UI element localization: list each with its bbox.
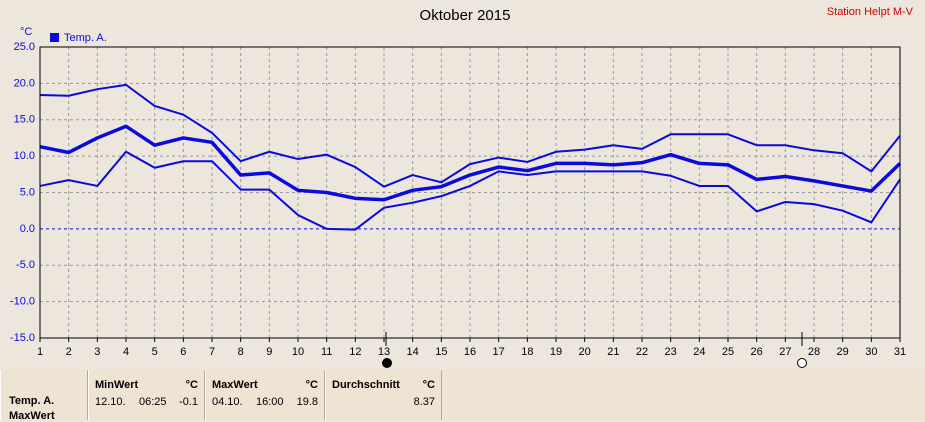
row-label: MaxWert	[9, 410, 55, 422]
x-tick-label: 9	[266, 346, 272, 358]
x-tick-label: 13	[378, 346, 390, 358]
plot-frame	[39, 46, 901, 339]
x-tick-label: 8	[238, 346, 244, 358]
stat-value: 19.8	[296, 396, 318, 408]
stat-title: MinWert	[95, 379, 139, 391]
chart: Oktober 2015 Station Helpt M-V °C Temp. …	[10, 6, 914, 368]
stat-cell: MaxWert °C 04.10. 16:00 19.8	[205, 370, 325, 420]
row-label: Temp. A.	[9, 395, 55, 407]
y-tick-label: 25.0	[14, 41, 35, 53]
x-tick-label: 19	[550, 346, 562, 358]
stat-unit: °C	[305, 379, 318, 391]
stat-value: -0.1	[179, 396, 198, 408]
y-tick-label: 5.0	[20, 186, 35, 198]
y-tick-label: -15.0	[10, 332, 35, 344]
x-tick-label: 22	[636, 346, 648, 358]
x-tick-label: 28	[808, 346, 820, 358]
x-tick-label: 18	[521, 346, 533, 358]
x-tick-label: 7	[209, 346, 215, 358]
stat-time: 16:00	[256, 396, 284, 408]
stat-date: 12.10.	[95, 396, 126, 408]
x-tick-label: 2	[66, 346, 72, 358]
x-tick-label: 6	[180, 346, 186, 358]
row-header: Temp. A. MaxWert	[0, 370, 88, 422]
y-tick-label: 10.0	[14, 150, 35, 162]
x-tick-label: 25	[722, 346, 734, 358]
chart-title: Oktober 2015	[420, 7, 511, 24]
stats-table: Temp. A. MaxWert MinWert °C 12.10. 06:25…	[0, 370, 925, 422]
stat-cell: Durchschnitt °C 8.37	[325, 370, 442, 420]
x-tick-label: 1	[37, 346, 43, 358]
stat-value: 8.37	[413, 396, 435, 408]
stat-cell: MinWert °C 12.10. 06:25 -0.1	[88, 370, 205, 420]
x-tick-label: 5	[152, 346, 158, 358]
full-moon-icon	[797, 358, 807, 368]
legend-swatch	[50, 33, 59, 42]
series-line	[39, 150, 901, 231]
x-tick-label: 4	[123, 346, 129, 358]
x-tick-label: 11	[321, 346, 332, 358]
stat-title: MaxWert	[212, 379, 258, 391]
x-tick-label: 16	[464, 346, 476, 358]
x-tick-label: 10	[292, 346, 304, 358]
stat-time: 06:25	[139, 396, 167, 408]
x-tick-label: 3	[94, 346, 100, 358]
y-tick-label: 0.0	[20, 223, 35, 235]
stat-unit: °C	[185, 379, 198, 391]
x-tick-label: 15	[435, 346, 447, 358]
series-line	[39, 83, 901, 188]
x-tick-label: 12	[349, 346, 361, 358]
y-tick-label: -10.0	[10, 296, 35, 308]
x-tick-label: 20	[579, 346, 591, 358]
y-tick-label: 20.0	[14, 77, 35, 89]
y-unit: °C	[20, 26, 32, 38]
x-tick-label: 26	[751, 346, 763, 358]
x-tick-label: 17	[493, 346, 505, 358]
station-name: Station Helpt M-V	[827, 6, 914, 18]
x-tick-label: 24	[693, 346, 705, 358]
y-tick-label: -5.0	[16, 259, 35, 271]
new-moon-icon	[382, 358, 392, 368]
legend-label: Temp. A.	[64, 32, 107, 44]
stat-unit: °C	[422, 379, 435, 391]
x-tick-label: 31	[894, 346, 906, 358]
x-tick-label: 14	[407, 346, 419, 358]
x-tick-label: 30	[865, 346, 877, 358]
stat-date: 04.10.	[212, 396, 243, 408]
x-tick-label: 29	[837, 346, 849, 358]
x-tick-label: 23	[665, 346, 677, 358]
x-tick-label: 21	[607, 346, 619, 358]
series-line	[39, 124, 902, 202]
x-tick-label: 27	[779, 346, 791, 358]
y-tick-label: 15.0	[14, 114, 35, 126]
stat-title: Durchschnitt	[332, 379, 400, 391]
